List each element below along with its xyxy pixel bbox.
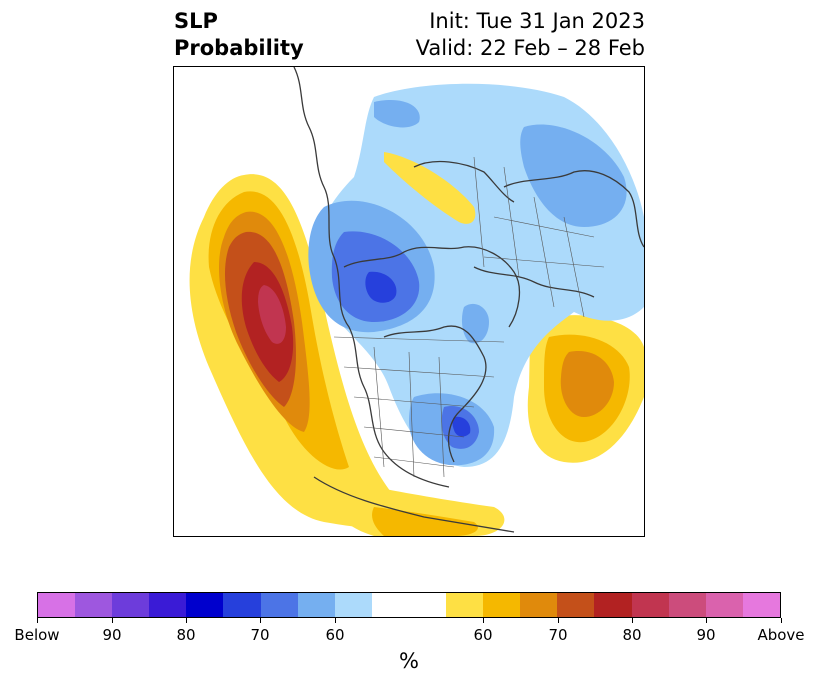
map-dates: Init: Tue 31 Jan 2023 Valid: 22 Feb – 28… bbox=[416, 8, 645, 62]
colorbar-segment bbox=[75, 593, 113, 617]
colorbar-segment bbox=[742, 593, 780, 617]
colorbar-tickmark bbox=[111, 618, 113, 623]
map-title: SLP Probability bbox=[174, 8, 304, 62]
colorbar-unit-label: % bbox=[399, 649, 419, 673]
colorbar-segment bbox=[446, 593, 484, 617]
pacific-high-anomaly bbox=[189, 174, 412, 529]
colorbar-segment bbox=[297, 593, 335, 617]
init-date: Init: Tue 31 Jan 2023 bbox=[429, 9, 645, 33]
colorbar-segment bbox=[149, 593, 187, 617]
map-canvas bbox=[189, 67, 644, 536]
colorbar-tickmark bbox=[334, 618, 336, 623]
colorbar-segment bbox=[705, 593, 743, 617]
colorbar-tick-label: Above bbox=[757, 626, 805, 644]
country-borders bbox=[333, 156, 605, 478]
colorbar-tick-label: 80 bbox=[622, 626, 642, 644]
colorbar-segment bbox=[223, 593, 261, 617]
atlantic-high-anomaly bbox=[527, 315, 644, 463]
coastlines bbox=[293, 67, 644, 533]
probability-map bbox=[173, 66, 645, 537]
colorbar-tickmark bbox=[780, 618, 782, 623]
colorbar-tickmark bbox=[36, 618, 38, 623]
colorbar-tickmark bbox=[705, 618, 707, 623]
colorbar-tick-label: 60 bbox=[473, 626, 493, 644]
colorbar-segment bbox=[594, 593, 632, 617]
colorbar-tickmark bbox=[185, 618, 187, 623]
colorbar-tick-label: Below bbox=[14, 626, 60, 644]
colorbar-segment bbox=[371, 593, 409, 617]
colorbar-tickmark bbox=[482, 618, 484, 623]
colorbar-segment bbox=[408, 593, 447, 617]
colorbar-tickmark bbox=[557, 618, 559, 623]
title-product: Probability bbox=[174, 36, 304, 60]
colorbar-segment bbox=[334, 593, 372, 617]
colorbar-segment bbox=[483, 593, 521, 617]
colorbar-tickmark bbox=[259, 618, 261, 623]
colorbar bbox=[37, 592, 781, 618]
colorbar-segment bbox=[668, 593, 706, 617]
colorbar-segment bbox=[631, 593, 669, 617]
colorbar-tick-label: 90 bbox=[102, 626, 122, 644]
colorbar-segment bbox=[186, 593, 224, 617]
colorbar-segment bbox=[557, 593, 595, 617]
colorbar-tick-label: 70 bbox=[250, 626, 270, 644]
colorbar-segment bbox=[260, 593, 298, 617]
colorbar-tickmark bbox=[631, 618, 633, 623]
colorbar-tick-label: 80 bbox=[176, 626, 196, 644]
title-variable: SLP bbox=[174, 9, 218, 33]
colorbar-tick-label: 90 bbox=[696, 626, 716, 644]
colorbar-segment bbox=[520, 593, 558, 617]
colorbar-tick-label: 70 bbox=[548, 626, 568, 644]
colorbar-segment bbox=[38, 593, 76, 617]
colorbar-segment bbox=[112, 593, 150, 617]
colorbar-tick-label: 60 bbox=[325, 626, 345, 644]
valid-period: Valid: 22 Feb – 28 Feb bbox=[415, 36, 645, 60]
